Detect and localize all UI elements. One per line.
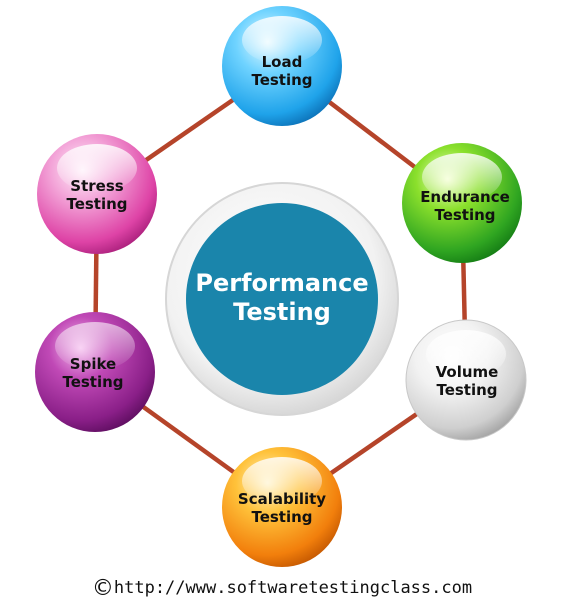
node-stress-testing: Stress Testing — [37, 134, 157, 254]
node-load-testing: Load Testing — [222, 6, 342, 126]
volume-label-line2: Testing — [436, 381, 497, 399]
node-endurance-testing: Endurance Testing — [402, 143, 522, 263]
center-title-line2: Testing — [233, 298, 331, 326]
spike-label-line2: Testing — [62, 373, 123, 391]
stress-label-line2: Testing — [66, 195, 127, 213]
scalability-label-line2: Testing — [251, 508, 312, 526]
endurance-label-line1: Endurance — [420, 188, 510, 206]
copyright-symbol: © — [92, 576, 114, 601]
node-volume-testing: Volume Testing — [406, 320, 526, 440]
volume-label-line1: Volume — [436, 363, 499, 381]
node-spike-testing: Spike Testing — [35, 312, 155, 432]
spike-label-line1: Spike — [70, 355, 116, 373]
stress-label-line1: Stress — [70, 177, 123, 195]
source-url: http://www.softwaretestingclass.com — [114, 578, 472, 598]
center-hub: Performance Testing — [166, 183, 398, 415]
load-label-line2: Testing — [251, 71, 312, 89]
scalability-label-line1: Scalability — [238, 490, 326, 508]
node-scalability-testing: Scalability Testing — [222, 447, 342, 567]
load-label-line1: Load — [262, 53, 303, 71]
endurance-label-line2: Testing — [434, 206, 495, 224]
copyright-footer: ©http://www.softwaretestingclass.com — [0, 576, 564, 601]
center-title-line1: Performance — [195, 269, 368, 297]
